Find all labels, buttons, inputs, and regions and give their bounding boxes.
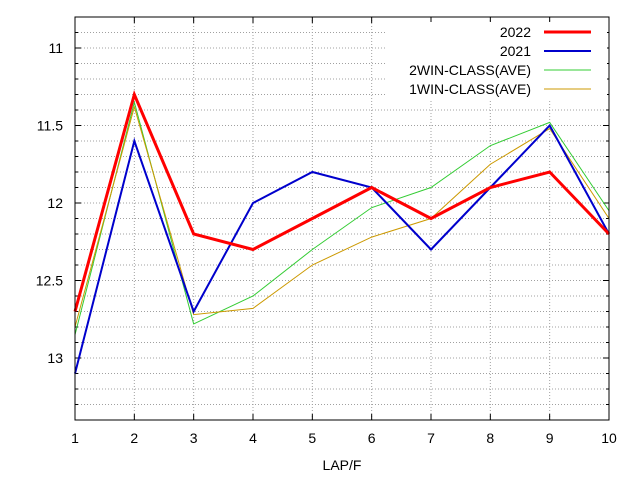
x-tick-label: 9 [546, 430, 554, 446]
x-tick-label: 1 [71, 430, 79, 446]
legend-label: 2WIN-CLASS(AVE) [409, 62, 531, 78]
legend-label: 2022 [500, 24, 531, 40]
x-tick-label: 3 [190, 430, 198, 446]
y-tick-label: 12.5 [36, 273, 63, 289]
x-tick-label: 7 [427, 430, 435, 446]
legend-label: 1WIN-CLASS(AVE) [409, 81, 531, 97]
plot-frame [74, 16, 610, 421]
legend-label: 2021 [500, 43, 531, 59]
y-tick-label: 12 [47, 195, 63, 211]
x-tick-label: 6 [368, 430, 376, 446]
series-line-3 [74, 100, 610, 335]
series-line-4 [74, 105, 610, 328]
series-line-2 [74, 123, 610, 374]
y-tick-label: 11.5 [37, 118, 63, 134]
series-lines [73, 89, 611, 374]
y-tick-label: 11 [48, 40, 63, 56]
x-tick-label: 5 [308, 430, 316, 446]
legend: 2022 2021 2WIN-CLASS(AVE) 1WIN-CLASS(AVE) [385, 22, 607, 100]
series-line-1 [73, 89, 611, 312]
y-tick-label: 13 [47, 350, 63, 366]
x-tick-label: 2 [130, 430, 138, 446]
legend-background [385, 22, 607, 100]
x-tick-label: 10 [601, 430, 617, 446]
x-axis-label: LAP/F [323, 457, 362, 473]
x-tick-label: 8 [486, 430, 494, 446]
x-tick-label: 4 [249, 430, 257, 446]
